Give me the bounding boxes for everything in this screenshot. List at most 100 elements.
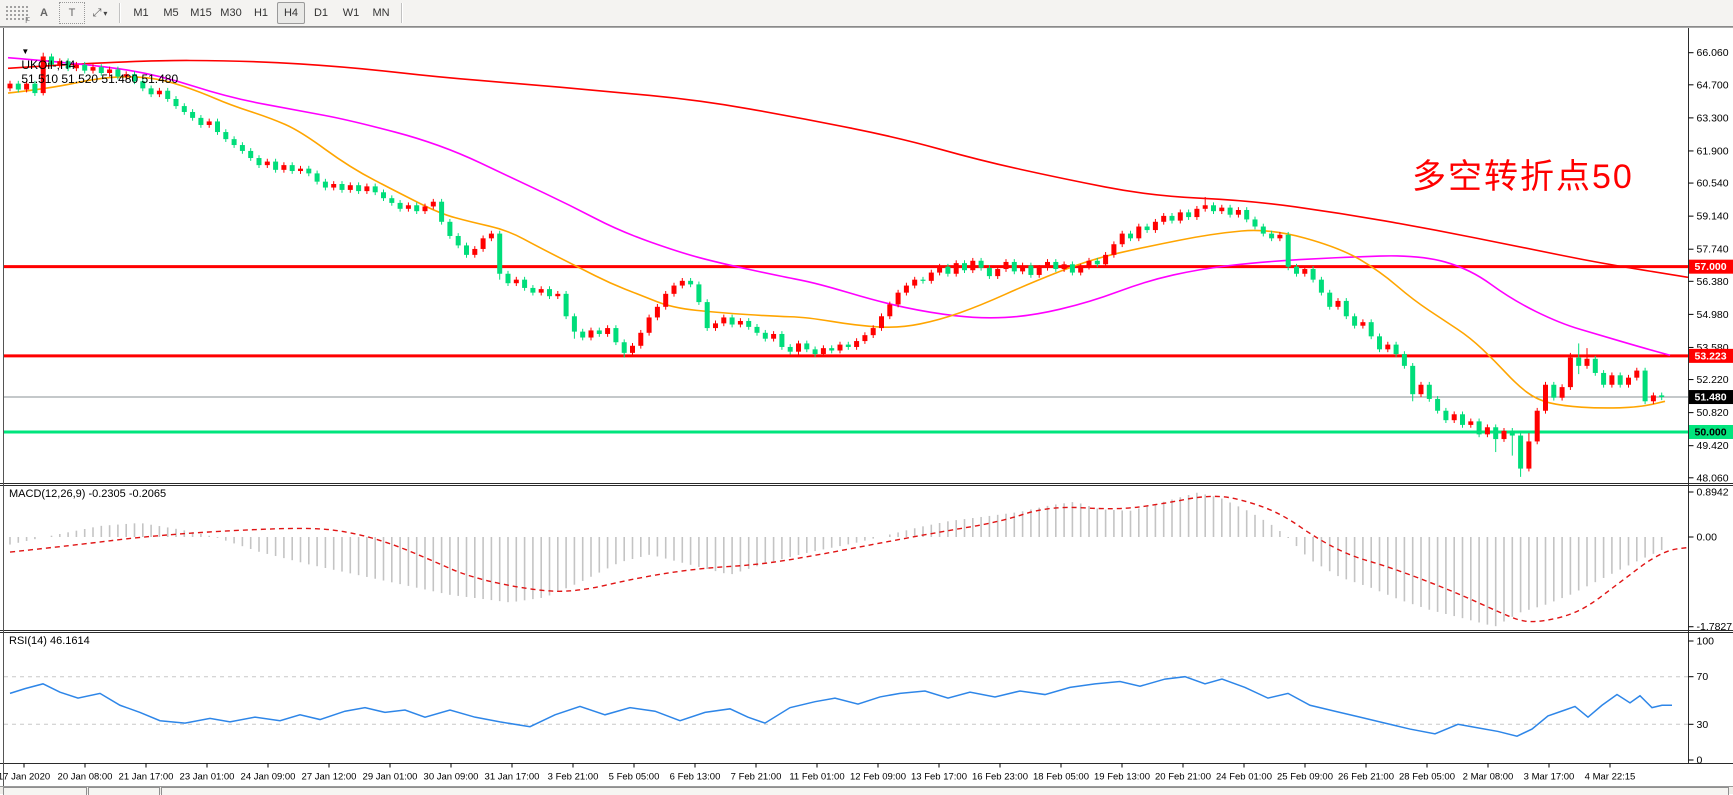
svg-text:31 Jan 17:00: 31 Jan 17:00 (485, 772, 540, 783)
timeframe-button-h1[interactable]: H1 (247, 2, 275, 24)
svg-text:23 Jan 01:00: 23 Jan 01:00 (180, 772, 235, 783)
annotation-text: 多空转折点50 (1412, 149, 1634, 198)
svg-text:30 Jan 09:00: 30 Jan 09:00 (424, 772, 479, 783)
main-price-panel[interactable] (4, 53, 1688, 477)
svg-text:24 Feb 01:00: 24 Feb 01:00 (1216, 772, 1272, 783)
toolbar-separator (119, 3, 121, 23)
svg-text:2 Mar 08:00: 2 Mar 08:00 (1463, 772, 1514, 783)
dropdown-caret-icon: ▾ (103, 9, 107, 18)
candles (8, 53, 1665, 477)
svg-text:49.420: 49.420 (1697, 440, 1729, 452)
svg-text:53.223: 53.223 (1695, 350, 1727, 362)
macd-panel[interactable] (10, 493, 1688, 626)
price-badge-53.223: 53.223 (1689, 349, 1733, 363)
svg-text:63.300: 63.300 (1697, 112, 1729, 124)
diagonal-arrows-icon: ⤢ (93, 7, 102, 20)
svg-text:3 Mar 17:00: 3 Mar 17:00 (1524, 772, 1575, 783)
svg-text:54.980: 54.980 (1697, 309, 1729, 321)
chart-tab[interactable] (3, 787, 87, 795)
svg-text:64.700: 64.700 (1697, 79, 1729, 91)
svg-text:29 Jan 01:00: 29 Jan 01:00 (363, 772, 418, 783)
rsi-label: RSI(14) 46.1614 (9, 635, 90, 647)
svg-text:70: 70 (1697, 671, 1709, 683)
svg-text:28 Feb 05:00: 28 Feb 05:00 (1399, 772, 1455, 783)
timeframe-button-m15[interactable]: M15 (187, 2, 215, 24)
svg-text:56.380: 56.380 (1697, 276, 1729, 288)
macd-signal-line (10, 496, 1688, 621)
toolbar-drag-handle-icon[interactable]: F (4, 4, 30, 22)
svg-text:48.060: 48.060 (1697, 472, 1729, 484)
toolbar-separator (401, 3, 403, 23)
chart-tab[interactable] (88, 787, 160, 795)
timeframe-button-w1[interactable]: W1 (337, 2, 365, 24)
svg-text:5 Feb 05:00: 5 Feb 05:00 (609, 772, 660, 783)
svg-text:17 Jan 2020: 17 Jan 2020 (0, 772, 50, 783)
svg-text:13 Feb 17:00: 13 Feb 17:00 (911, 772, 967, 783)
svg-text:52.220: 52.220 (1697, 374, 1729, 386)
svg-text:3 Feb 21:00: 3 Feb 21:00 (548, 772, 599, 783)
main-plot (4, 53, 1688, 477)
svg-text:100: 100 (1697, 636, 1715, 648)
svg-text:50.820: 50.820 (1697, 407, 1729, 419)
svg-text:19 Feb 13:00: 19 Feb 13:00 (1094, 772, 1150, 783)
timeframe-button-m5[interactable]: M5 (157, 2, 185, 24)
svg-text:27 Jan 12:00: 27 Jan 12:00 (302, 772, 357, 783)
svg-text:11 Feb 01:00: 11 Feb 01:00 (789, 772, 844, 783)
price-axis: 66.060 64.700 63.300 61.900 60.540 59.140 57.7… (1689, 47, 1733, 484)
svg-text:30: 30 (1697, 719, 1709, 731)
price-badge-50.000: 50.000 (1689, 425, 1733, 439)
svg-text:4 Mar 22:15: 4 Mar 22:15 (1585, 772, 1636, 783)
timeframe-button-h4[interactable]: H4 (277, 2, 305, 24)
svg-text:57.000: 57.000 (1695, 261, 1727, 273)
chart-title: ▼ UKOil-,H4 51.510 51.520 51.480 51.480 (8, 30, 178, 100)
timeframe-button-m1[interactable]: M1 (127, 2, 155, 24)
svg-text:60.540: 60.540 (1697, 178, 1729, 190)
rsi-axis: 100 70 30 0 (1689, 636, 1715, 767)
chart-tab[interactable] (161, 787, 1729, 795)
text-tool-button[interactable]: T (59, 2, 85, 24)
svg-text:25 Feb 09:00: 25 Feb 09:00 (1277, 772, 1333, 783)
chart-window: 66.060 64.700 63.300 61.900 60.540 59.140 57.7… (0, 27, 1733, 793)
svg-text:61.900: 61.900 (1697, 145, 1729, 157)
svg-text:18 Feb 05:00: 18 Feb 05:00 (1033, 772, 1089, 783)
svg-text:0.8942: 0.8942 (1697, 486, 1729, 498)
font-tool-button[interactable]: A (31, 2, 57, 24)
timeframe-button-m30[interactable]: M30 (217, 2, 245, 24)
svg-text:66.060: 66.060 (1697, 47, 1729, 59)
svg-text:50.000: 50.000 (1695, 426, 1727, 438)
symbol-label: UKOil-,H4 (21, 58, 75, 72)
timeframe-button-d1[interactable]: D1 (307, 2, 335, 24)
svg-text:24 Jan 09:00: 24 Jan 09:00 (241, 772, 296, 783)
svg-text:21 Jan 17:00: 21 Jan 17:00 (119, 772, 174, 783)
chart-canvas[interactable]: 66.060 64.700 63.300 61.900 60.540 59.140 57.7… (0, 27, 1733, 793)
panel-borders (0, 27, 1733, 786)
svg-text:0: 0 (1697, 755, 1703, 767)
rsi-line (10, 677, 1672, 737)
svg-text:16 Feb 23:00: 16 Feb 23:00 (972, 772, 1028, 783)
svg-text:57.740: 57.740 (1697, 244, 1729, 256)
macd-label: MACD(12,26,9) -0.2305 -0.2065 (9, 488, 166, 500)
svg-text:26 Feb 21:00: 26 Feb 21:00 (1338, 772, 1394, 783)
svg-text:12 Feb 09:00: 12 Feb 09:00 (850, 772, 906, 783)
svg-text:-1.7827: -1.7827 (1697, 621, 1733, 633)
svg-text:59.140: 59.140 (1697, 211, 1729, 223)
cursor-tool-button[interactable]: ⤢ ▾ (87, 2, 113, 24)
ma-mid-line (8, 58, 1670, 356)
ohlc-values: 51.510 51.520 51.480 51.480 (21, 72, 178, 86)
price-badge-51.480: 51.480 (1689, 390, 1733, 404)
macd-axis: 0.8942 0.00 -1.7827 (1689, 486, 1733, 633)
price-badge-57.000: 57.000 (1689, 260, 1733, 274)
ma-fast-line (8, 77, 1665, 408)
rsi-panel[interactable] (4, 677, 1688, 737)
timeframe-button-mn[interactable]: MN (367, 2, 395, 24)
svg-text:20 Feb 21:00: 20 Feb 21:00 (1155, 772, 1211, 783)
svg-text:7 Feb 21:00: 7 Feb 21:00 (731, 772, 782, 783)
svg-text:0.00: 0.00 (1697, 532, 1718, 544)
svg-text:6 Feb 13:00: 6 Feb 13:00 (670, 772, 721, 783)
svg-text:51.480: 51.480 (1695, 392, 1727, 404)
symbol-dropdown-icon[interactable]: ▼ (21, 47, 29, 56)
